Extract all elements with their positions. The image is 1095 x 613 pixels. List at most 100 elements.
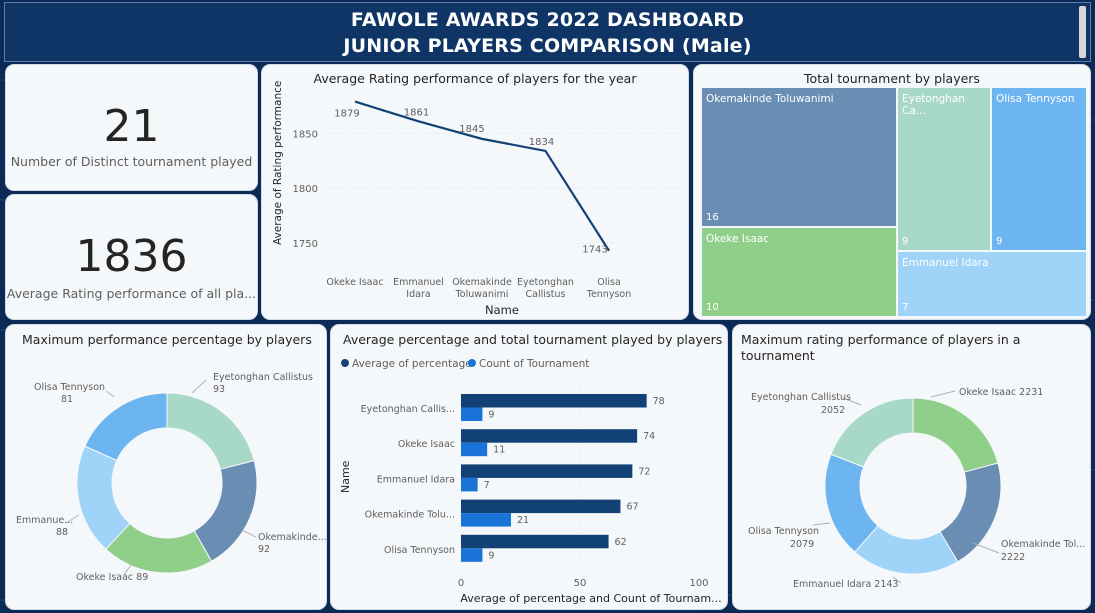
donut-label-value: 88: [56, 527, 68, 538]
treemap-cell-label: Olisa Tennyson: [996, 93, 1075, 105]
leader-line: [105, 390, 115, 398]
x-tick-label: 0: [458, 578, 464, 589]
bar-percentage: [461, 394, 647, 408]
legend-dot-count: [468, 359, 476, 367]
leader-line: [892, 576, 902, 584]
donut-label-name: Emmanuel Idara 2143: [793, 579, 898, 590]
leader-line: [241, 529, 257, 538]
bar-count: [461, 407, 483, 421]
bar-count: [461, 548, 483, 562]
x-tick-label: 100: [689, 578, 708, 589]
bar-label-percentage: 74: [643, 431, 655, 442]
donut-label-name: Emmanue...: [16, 515, 73, 526]
leader-line: [191, 379, 207, 394]
donut-label-value: 2222: [1001, 552, 1025, 563]
donut-label-name: Okeke Isaac 2231: [959, 387, 1043, 398]
treemap-cell-value: 10: [706, 302, 719, 313]
data-label: 1861: [404, 107, 429, 118]
bar-percentage: [461, 429, 638, 443]
treemap-cell-label: Eyetonghan Ca...: [902, 93, 965, 117]
donut-rating-title-1: Maximum rating performance of players in…: [741, 332, 1021, 347]
bar-percentage: [461, 534, 609, 549]
bar-label-count: 21: [517, 515, 529, 526]
x-tick-label: Idara: [406, 289, 430, 300]
line-chart: Average of Rating performance Name 1850 1…: [272, 81, 680, 317]
line-chart-ylabel: Average of Rating performance: [272, 81, 284, 245]
donut-slice: [84, 392, 168, 462]
bar-label-count: 9: [488, 550, 494, 561]
data-label: 1845: [459, 124, 484, 135]
donut-slice: [166, 392, 255, 470]
treemap-cell-label: Okeke Isaac: [706, 233, 770, 245]
donut-label-value: 93: [213, 384, 225, 395]
line-chart-xlabel: Name: [485, 303, 519, 317]
bar-label-percentage: 62: [615, 537, 627, 548]
treemap-cell[interactable]: Okeke Isaac 10: [702, 228, 896, 316]
y-tick-label: 1850: [293, 129, 318, 140]
y-tick-label: Okemakinde Tolu...: [365, 510, 455, 521]
donut-label-name: Okemakinde Tol...: [1001, 539, 1085, 550]
donut-label-value: 2079: [790, 539, 814, 550]
treemap-cell-value: 9: [996, 236, 1003, 247]
x-tick-label: Eyetonghan: [517, 277, 574, 288]
donut-label-value: 92: [258, 544, 270, 555]
scrollbar-thumb[interactable]: [1079, 6, 1086, 58]
y-tick-label: 1750: [293, 239, 318, 250]
donut-label-name: Olisa Tennyson: [748, 526, 819, 537]
y-tick-label: Olisa Tennyson: [384, 545, 455, 556]
x-tick-label: Emmanuel: [393, 277, 444, 288]
donut-slice: [193, 459, 258, 562]
bar-chart: Average of percentage Count of Tournamen…: [339, 358, 722, 605]
donut-label-name: Okemakinde...: [258, 532, 327, 543]
data-label: 1879: [334, 109, 359, 120]
treemap-card[interactable]: Total tournament by players Okemakinde T…: [693, 64, 1091, 320]
kpi-label-average-rating: Average Rating performance of all pla...: [6, 286, 257, 301]
leader-line: [812, 522, 831, 526]
treemap-title: Total tournament by players: [804, 71, 980, 86]
bar-label-count: 7: [484, 480, 490, 491]
donut-performance-card[interactable]: Maximum performance percentage by player…: [5, 324, 327, 610]
line-chart-card[interactable]: Average Rating performance of players fo…: [261, 64, 689, 320]
treemap-cell-value: 9: [902, 236, 909, 247]
donut-label-name: Eyetonghan Callistus: [751, 392, 851, 403]
treemap: Okemakinde Toluwanimi 16 Eyetonghan Ca... 9…: [694, 65, 1090, 319]
kpi-card-tournaments[interactable]: 21 Number of Distinct tournament played: [5, 64, 258, 191]
y-tick-label: Okeke Isaac: [398, 439, 455, 450]
donut-label-name: Okeke Isaac 89: [76, 572, 148, 583]
donut-slice: [830, 397, 914, 468]
donut-performance-title: Maximum performance percentage by player…: [22, 332, 312, 347]
legend-dot-percentage: [341, 359, 349, 367]
treemap-cell[interactable]: Eyetonghan Ca... 9: [898, 88, 990, 250]
bar-percentage: [461, 499, 621, 514]
kpi-card-average-rating[interactable]: 1836 Average Rating performance of all p…: [5, 194, 258, 320]
bar-count: [461, 477, 478, 492]
y-tick-label: Emmanuel Idara: [377, 474, 455, 485]
donut-label-value: 81: [61, 394, 73, 405]
x-tick-label: Olisa: [597, 277, 621, 288]
treemap-cell[interactable]: Okemakinde Toluwanimi 16: [702, 88, 896, 226]
x-tick-label: Tennyson: [586, 289, 631, 300]
series-line: [354, 100, 610, 252]
data-label: 1834: [529, 137, 554, 148]
bar-chart-xlabel: Average of percentage and Count of Tourn…: [460, 592, 721, 605]
bar-chart-ylabel: Name: [339, 460, 352, 493]
bar-label-count: 9: [488, 410, 494, 421]
legend-label-count: Count of Tournament: [479, 358, 589, 370]
legend-label-percentage: Average of percentage: [352, 358, 472, 370]
line-chart-title: Average Rating performance of players fo…: [313, 71, 637, 86]
bar-chart-title: Average percentage and total tournament …: [343, 332, 723, 347]
bar-count: [461, 513, 511, 527]
dashboard-header: FAWOLE AWARDS 2022 DASHBOARD JUNIOR PLAY…: [4, 2, 1091, 62]
donut-slice: [912, 397, 999, 473]
treemap-cell-value: 16: [706, 212, 719, 223]
treemap-cell-label: Emmanuel Idara: [902, 257, 989, 269]
x-tick-label: Toluwanimi: [455, 289, 509, 300]
kpi-value-average-rating: 1836: [75, 231, 188, 282]
bar-chart-card[interactable]: Average percentage and total tournament …: [330, 324, 728, 610]
bar-percentage: [461, 464, 633, 478]
treemap-cell[interactable]: Olisa Tennyson 9: [992, 88, 1086, 250]
treemap-cell[interactable]: Emmanuel Idara 7: [898, 252, 1086, 316]
donut-rating-title-2: tournament: [741, 348, 815, 363]
donut-rating-card[interactable]: Maximum rating performance of players in…: [732, 324, 1091, 610]
bar-label-percentage: 72: [638, 466, 650, 477]
